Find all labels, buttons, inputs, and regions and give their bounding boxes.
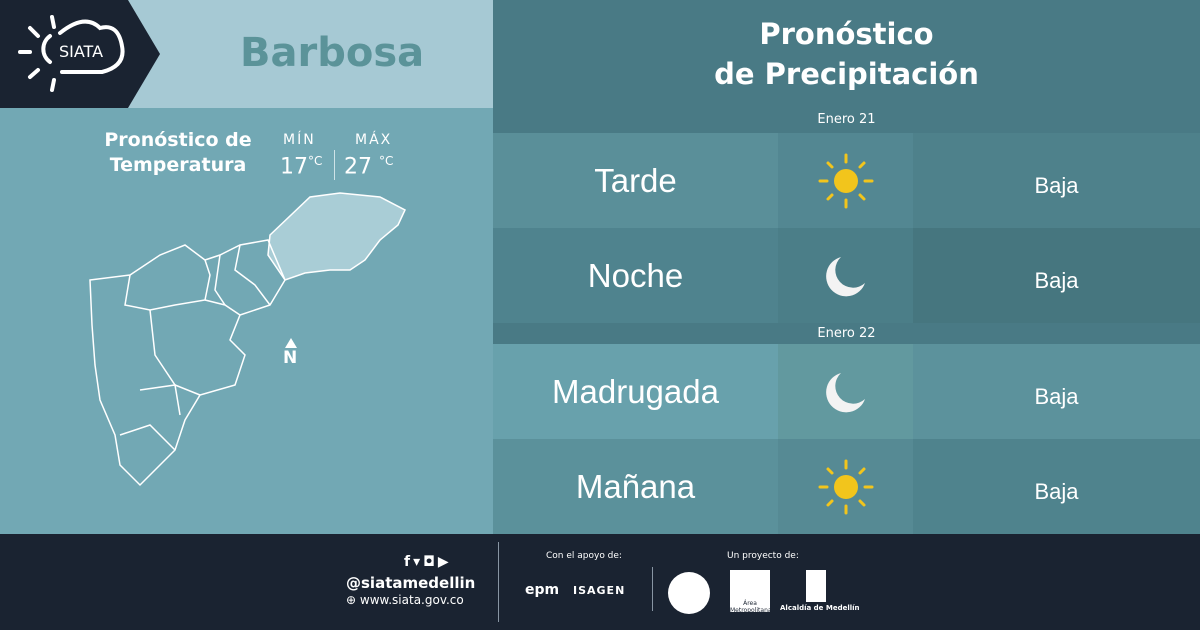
forecast-row: Tarde Baja bbox=[493, 133, 1200, 228]
moon-icon bbox=[778, 228, 913, 323]
forecast-row: Mañana Baja bbox=[493, 439, 1200, 534]
forecast-row: Noche Baja bbox=[493, 228, 1200, 323]
globe-icon: ⊕ bbox=[346, 593, 357, 607]
municipality-map bbox=[89, 192, 406, 487]
period-label: Mañana bbox=[493, 439, 778, 534]
epm-logo: epm bbox=[525, 582, 560, 598]
forecast-row: Madrugada Baja bbox=[493, 344, 1200, 439]
support-label: Con el apoyo de: bbox=[546, 551, 622, 561]
temperature-panel bbox=[0, 108, 493, 534]
social-icons[interactable]: f▾◘▶ bbox=[404, 554, 452, 570]
website-link[interactable]: ⊕ www.siata.gov.co bbox=[346, 593, 464, 607]
north-arrow-icon bbox=[285, 338, 297, 348]
temperature-title: Pronóstico de Temperatura bbox=[96, 128, 260, 178]
temperature-title-line1: Pronóstico de bbox=[104, 129, 252, 151]
temperature-title-line2: Temperatura bbox=[109, 154, 247, 176]
precipitation-title: Pronóstico de Precipitación bbox=[493, 14, 1200, 94]
min-value: 17°C bbox=[280, 154, 323, 180]
forecast-date: Enero 21 bbox=[817, 112, 876, 127]
period-label: Madrugada bbox=[493, 344, 778, 439]
temp-divider bbox=[334, 150, 335, 180]
city-name: Barbosa bbox=[240, 30, 425, 76]
max-value: 27 °C bbox=[344, 154, 394, 180]
sun-icon bbox=[778, 439, 913, 534]
precipitation-level: Baja bbox=[913, 133, 1200, 228]
area-metropolitana-logo: Área Metropolitana bbox=[730, 570, 770, 612]
footer-divider bbox=[498, 542, 499, 622]
social-handle[interactable]: @siatamedellin bbox=[346, 574, 476, 592]
north-label: N bbox=[283, 348, 298, 368]
max-label: MÁX bbox=[355, 132, 393, 148]
moon-icon bbox=[778, 344, 913, 439]
forecast-date: Enero 22 bbox=[817, 326, 876, 341]
precipitation-title-line1: Pronóstico bbox=[759, 17, 934, 51]
alcaldia-logo-text: Alcaldía de Medellín bbox=[780, 604, 860, 612]
isagen-logo: ISAGEN bbox=[573, 584, 626, 597]
period-label: Tarde bbox=[493, 133, 778, 228]
precipitation-level: Baja bbox=[913, 228, 1200, 323]
footer: f▾◘▶ @siatamedellin ⊕ www.siata.gov.co C… bbox=[0, 534, 1200, 630]
precipitation-level: Baja bbox=[913, 344, 1200, 439]
siata-logo: SIATA bbox=[0, 0, 160, 108]
sun-icon bbox=[778, 133, 913, 228]
footer-divider bbox=[652, 567, 653, 611]
precipitation-title-line2: de Precipitación bbox=[714, 57, 979, 91]
project-label: Un proyecto de: bbox=[727, 551, 799, 561]
min-label: MÍN bbox=[283, 132, 316, 148]
medellin-shield bbox=[806, 570, 826, 602]
antioquia-seal bbox=[668, 572, 710, 614]
svg-text:SIATA: SIATA bbox=[59, 42, 103, 61]
period-label: Noche bbox=[493, 228, 778, 323]
precipitation-level: Baja bbox=[913, 439, 1200, 534]
